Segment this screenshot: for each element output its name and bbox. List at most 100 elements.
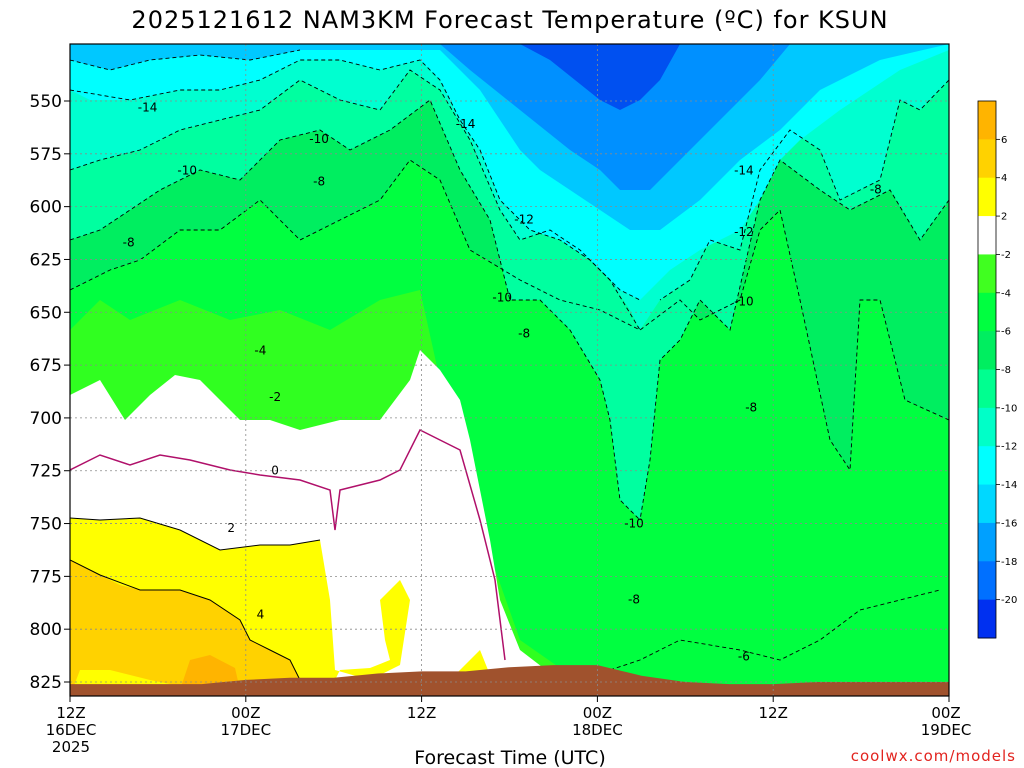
contour-line — [70, 59, 641, 301]
contour-label: -12 — [734, 225, 754, 239]
x-tick-label: 12Z — [759, 704, 788, 722]
plot-frame — [69, 43, 950, 697]
band-above-6 — [180, 655, 240, 690]
y-tick-label: 550 — [30, 92, 62, 112]
y-tick-label: 750 — [30, 515, 62, 535]
solid-contours — [70, 517, 321, 681]
colorbar-swatch — [978, 254, 996, 294]
contour-label: -8 — [870, 183, 882, 197]
y-axis: 550 575 600 625 650 675 700 725 750 775 800 825 — [30, 92, 70, 693]
colorbar-label: -4 — [1001, 288, 1011, 299]
y-tick-label: 825 — [30, 673, 62, 693]
x-tick-label: 19DEC — [921, 721, 972, 739]
colorbar-swatch — [978, 139, 996, 179]
contour-label: 2 — [227, 521, 235, 535]
colorbar-label: 6 — [1001, 135, 1007, 146]
contour-label: -12 — [514, 212, 534, 226]
colorbar-label: -8 — [1001, 365, 1011, 376]
colorbar-label: -12 — [1001, 442, 1017, 453]
terrain-surface — [70, 665, 949, 696]
colorbar-label: 4 — [1001, 173, 1007, 184]
colorbar-swatch — [978, 331, 996, 370]
colorbar-swatch — [978, 407, 996, 447]
colorbar-swatch — [978, 369, 996, 409]
x-tick-label: 00Z — [931, 704, 960, 722]
x-tick-label: 00Z — [231, 704, 260, 722]
y-tick-label: 725 — [30, 462, 62, 482]
freezing-line — [70, 428, 506, 661]
band-minus-20 — [520, 44, 680, 110]
colorbar-label: 2 — [1001, 212, 1007, 223]
y-tick-label: 700 — [30, 409, 62, 429]
contour-label: 4 — [257, 607, 265, 621]
contour-label: -14 — [138, 100, 158, 114]
colorbar-label: -10 — [1001, 403, 1017, 414]
x-tick-label: 18DEC — [572, 721, 623, 739]
contour-label: -10 — [177, 164, 197, 178]
colorbar-swatch — [978, 216, 996, 255]
contour-label: -8 — [628, 593, 640, 607]
contour-line — [70, 517, 321, 551]
colorbar-swatch — [978, 292, 996, 332]
contour-label: -2 — [269, 390, 281, 404]
x-tick-label: 12Z — [56, 704, 85, 722]
contour-label: -6 — [738, 650, 750, 664]
colorbar-label: -2 — [1001, 250, 1011, 261]
band-4-to-6 — [70, 560, 300, 696]
colorbar-label: -20 — [1001, 595, 1017, 606]
x-tick-label: 2025 — [52, 738, 90, 756]
contour-line — [639, 159, 949, 521]
contour-label: -14 — [456, 117, 476, 131]
colorbar-swatch — [978, 101, 996, 140]
contour-label: -10 — [734, 295, 754, 309]
contour-label: -10 — [309, 132, 329, 146]
y-tick-label: 625 — [30, 250, 62, 270]
chart-title: 2025121612 NAM3KM Forecast Temperature (… — [131, 6, 888, 34]
colorbar-swatch — [978, 561, 996, 601]
band-minus-18 — [440, 44, 790, 190]
colorbar-label: -14 — [1001, 480, 1017, 491]
colorbar-label: -16 — [1001, 518, 1017, 529]
y-tick-label: 575 — [30, 145, 62, 165]
colorbar-label: -6 — [1001, 327, 1011, 338]
contour-line — [70, 49, 301, 71]
contour-label: -10 — [624, 517, 644, 531]
contour-label: -14 — [734, 164, 754, 178]
dashed-contours — [70, 49, 949, 696]
x-tick-label: 17DEC — [221, 721, 272, 739]
contour-label: -8 — [123, 236, 135, 250]
contour-label: -10 — [492, 291, 512, 305]
contour-label: -8 — [313, 174, 325, 188]
contour-line — [599, 589, 941, 696]
colorbar-legend: 6 4 2 -2 -4 -6 -8 -10 -12 -14 -16 -18 -20 — [977, 100, 1017, 639]
grid — [70, 44, 949, 696]
contour-line — [70, 99, 641, 521]
contour-labels: -14 -10 -10 -8 -8 -14 -12 -10 -8 -4 -2 0 2 4 -14 -12 -10… — [123, 100, 882, 663]
source-credit: coolwx.com/models — [851, 747, 1016, 765]
y-tick-label: 675 — [30, 356, 62, 376]
x-tick-label: 00Z — [583, 704, 612, 722]
contour-line — [70, 69, 641, 331]
y-tick-label: 775 — [30, 567, 62, 587]
y-tick-label: 650 — [30, 303, 62, 323]
contour-label: -4 — [254, 343, 266, 357]
colorbar-label: -18 — [1001, 557, 1017, 568]
colorbar-swatch — [978, 177, 996, 217]
contour-line — [70, 559, 301, 681]
x-tick-label: 16DEC — [46, 721, 97, 739]
x-tick-label: 12Z — [407, 704, 436, 722]
contour-line — [70, 159, 641, 331]
x-axis-title: Forecast Time (UTC) — [414, 747, 605, 768]
y-tick-label: 600 — [30, 198, 62, 218]
contour-label: 0 — [271, 464, 279, 478]
colorbar-swatch — [978, 484, 996, 524]
contour-label: -8 — [518, 326, 530, 340]
colorbar-swatch — [978, 599, 996, 639]
colorbar-swatch — [978, 522, 996, 562]
plot-area — [70, 44, 949, 696]
contour-label: -8 — [745, 400, 757, 414]
colorbar-swatch — [978, 446, 996, 486]
contour-line — [639, 209, 949, 472]
